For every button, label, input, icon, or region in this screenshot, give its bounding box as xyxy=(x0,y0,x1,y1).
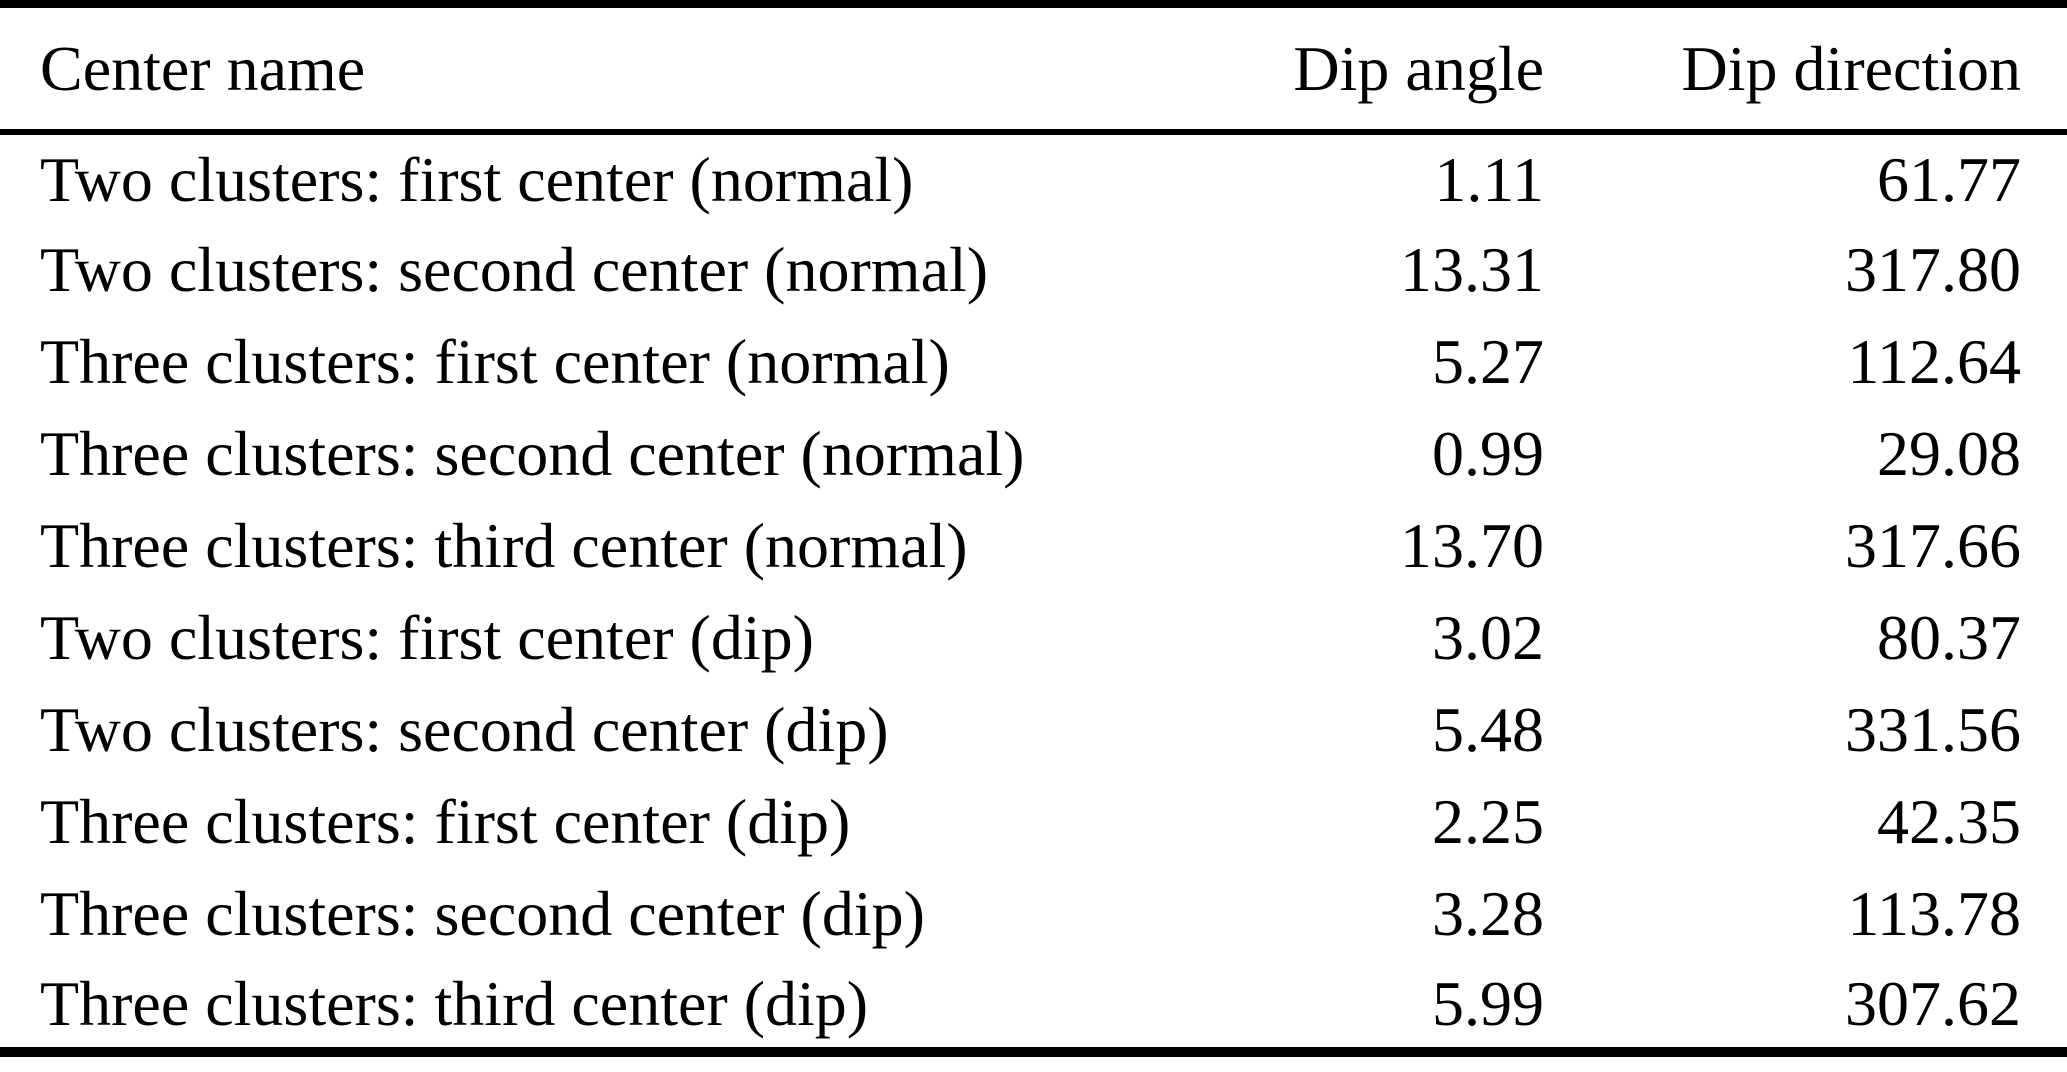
cell-center-name: Three clusters: third center (dip) xyxy=(40,967,869,1039)
cell-dip-angle: 1.11 xyxy=(1434,143,1544,215)
cell-dip-angle: 2.25 xyxy=(1432,786,1544,857)
cell-center-name: Three clusters: second center (dip) xyxy=(40,878,925,949)
cell-dip-direction: 42.35 xyxy=(1877,786,2021,857)
cell-dip-direction: 113.78 xyxy=(1847,878,2021,949)
cell-center-name: Three clusters: first center (dip) xyxy=(40,786,851,857)
cell-dip-angle: 5.99 xyxy=(1432,967,1544,1039)
cell-dip-direction: 307.62 xyxy=(1845,967,2021,1039)
cell-dip-angle: 13.31 xyxy=(1400,234,1544,305)
cell-center-name: Three clusters: third center (normal) xyxy=(40,510,968,581)
cell-dip-direction: 61.77 xyxy=(1877,143,2021,215)
cell-dip-direction: 331.56 xyxy=(1845,694,2021,765)
table-row: Three clusters: first center (dip) 2.25 … xyxy=(0,776,2067,868)
cell-dip-direction: 29.08 xyxy=(1877,418,2021,489)
table-row: Two clusters: first center (normal) 1.11… xyxy=(0,132,2067,224)
table-row: Two clusters: second center (normal) 13.… xyxy=(0,224,2067,316)
table-row: Two clusters: first center (dip) 3.02 80… xyxy=(0,592,2067,684)
cell-center-name: Three clusters: first center (normal) xyxy=(40,326,950,397)
column-header-dip-direction: Dip direction xyxy=(1544,4,2067,135)
cell-dip-direction: 317.80 xyxy=(1845,234,2021,305)
cell-dip-direction: 80.37 xyxy=(1877,602,2021,673)
table-row: Three clusters: third center (normal) 13… xyxy=(0,500,2067,592)
cell-dip-angle: 5.48 xyxy=(1432,694,1544,765)
header-row: Center name Dip angle Dip direction xyxy=(0,4,2067,135)
table-row: Three clusters: third center (dip) 5.99 … xyxy=(0,960,2067,1052)
cell-center-name: Three clusters: second center (normal) xyxy=(40,418,1025,489)
cell-dip-direction: 112.64 xyxy=(1847,326,2021,397)
cell-dip-angle: 3.02 xyxy=(1432,602,1544,673)
column-header-dip-angle: Dip angle xyxy=(1140,4,1544,135)
cell-center-name: Two clusters: first center (dip) xyxy=(40,602,814,673)
cell-dip-angle: 3.28 xyxy=(1432,878,1544,949)
cell-dip-angle: 5.27 xyxy=(1432,326,1544,397)
table-row: Three clusters: second center (dip) 3.28… xyxy=(0,868,2067,960)
table-body: Two clusters: first center (normal) 1.11… xyxy=(0,132,2067,1052)
table-header: Center name Dip angle Dip direction xyxy=(0,4,2067,135)
cell-center-name: Two clusters: second center (normal) xyxy=(40,234,989,305)
cell-dip-angle: 13.70 xyxy=(1400,510,1544,581)
column-header-center-name: Center name xyxy=(0,4,1140,135)
table-row: Three clusters: first center (normal) 5.… xyxy=(0,316,2067,408)
cell-center-name: Two clusters: second center (dip) xyxy=(40,694,889,765)
table-row: Three clusters: second center (normal) 0… xyxy=(0,408,2067,500)
cell-center-name: Two clusters: first center (normal) xyxy=(40,143,914,215)
cell-dip-direction: 317.66 xyxy=(1845,510,2021,581)
table-row: Two clusters: second center (dip) 5.48 3… xyxy=(0,684,2067,776)
cell-dip-angle: 0.99 xyxy=(1432,418,1544,489)
